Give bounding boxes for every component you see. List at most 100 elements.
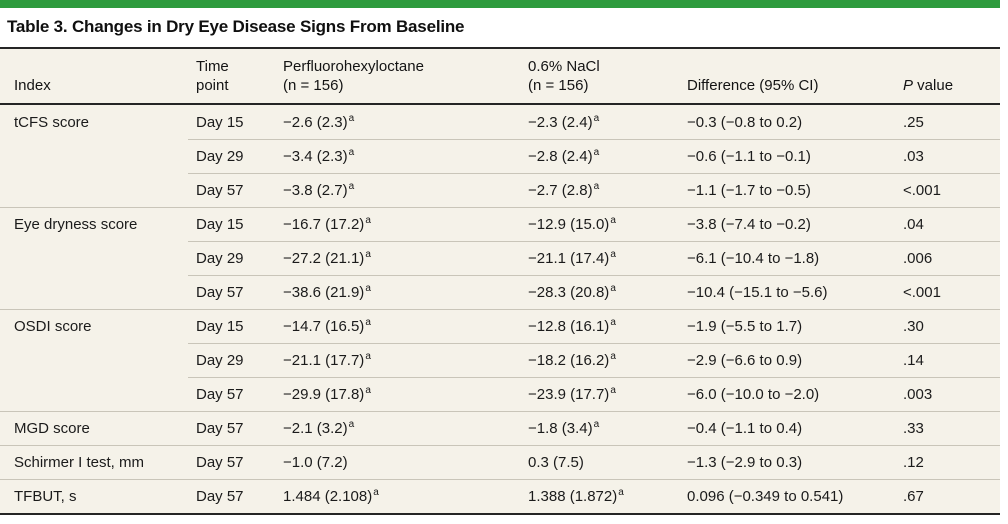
header-pfho-line1: Perfluorohexyloctane — [283, 58, 424, 75]
cell-pfho-value: −2.6 (2.3) — [283, 113, 348, 131]
footnote-marker: a — [610, 350, 616, 362]
table-body: tCFS score Day 15 −2.6 (2.3)a −2.3 (2.4)… — [0, 105, 1000, 513]
footnote-marker: a — [348, 146, 355, 158]
table-accent-bar — [0, 0, 1000, 8]
cell-difference: −1.1 (−1.7 to −0.5) — [687, 181, 811, 199]
cell-pfho-value: 1.484 (2.108) — [283, 487, 373, 505]
cell-index: MGD score — [14, 419, 90, 437]
cell-nacl-value: −12.8 (16.1) — [528, 317, 610, 335]
header-time-line2: point — [196, 77, 229, 94]
cell-pfho-value: −16.7 (17.2) — [283, 215, 365, 233]
header-index-label: Index — [14, 77, 51, 94]
cell-pfho-value: −29.9 (17.8) — [283, 385, 365, 403]
cell-nacl: 1.388 (1.872)a — [528, 486, 687, 505]
header-pfho-line2: (n = 156) — [283, 77, 344, 94]
cell-index: OSDI score — [14, 317, 92, 335]
cell-pfho: 1.484 (2.108)a — [283, 486, 528, 505]
cell-pfho-value: −3.4 (2.3) — [283, 147, 348, 165]
cell-difference: −1.3 (−2.9 to 0.3) — [687, 453, 803, 471]
table-row: Day 57 −3.8 (2.7)a −2.7 (2.8)a −1.1 (−1.… — [0, 173, 1000, 207]
cell-p-value: .12 — [903, 453, 924, 471]
cell-nacl: −23.9 (17.7)a — [528, 384, 687, 403]
cell-nacl-value: 0.3 (7.5) — [528, 453, 584, 471]
footnote-marker: a — [593, 146, 600, 158]
p-rest: value — [913, 77, 954, 94]
cell-p-value: .67 — [903, 487, 924, 505]
cell-nacl-value: −1.8 (3.4) — [528, 419, 593, 437]
footnote-marker: a — [365, 282, 371, 294]
table-row: Day 29 −3.4 (2.3)a −2.8 (2.4)a −0.6 (−1.… — [0, 139, 1000, 173]
dry-eye-signs-table: Index Time point Perfluorohexyloctane (n =… — [0, 47, 1000, 515]
cell-nacl: −28.3 (20.8)a — [528, 282, 687, 301]
footnote-marker: a — [610, 248, 616, 260]
cell-pfho: −27.2 (21.1)a — [283, 248, 528, 267]
cell-pfho-value: −1.0 (7.2) — [283, 453, 348, 471]
cell-time-point: Day 15 — [196, 215, 244, 233]
cell-time-point: Day 15 — [196, 113, 244, 131]
cell-difference: −10.4 (−15.1 to −5.6) — [687, 283, 828, 301]
cell-nacl-value: −12.9 (15.0) — [528, 215, 610, 233]
cell-pfho-value: −3.8 (2.7) — [283, 181, 348, 199]
cell-time-point: Day 57 — [196, 487, 244, 505]
table-row: tCFS score Day 15 −2.6 (2.3)a −2.3 (2.4)… — [0, 105, 1000, 139]
cell-difference: −6.0 (−10.0 to −2.0) — [687, 385, 820, 403]
cell-p-value: .03 — [903, 147, 924, 165]
cell-nacl-value: −2.7 (2.8) — [528, 181, 593, 199]
footnote-marker: a — [593, 418, 600, 430]
cell-index: tCFS score — [14, 113, 90, 131]
cell-difference: −0.3 (−0.8 to 0.2) — [687, 113, 803, 131]
cell-p-value: .30 — [903, 317, 924, 335]
cell-index: Schirmer I test, mm — [14, 453, 145, 471]
header-p-value-label: P value — [903, 76, 1000, 95]
cell-time-point: Day 57 — [196, 283, 244, 301]
table-row: Schirmer I test, mm Day 57 −1.0 (7.2) 0.… — [0, 445, 1000, 479]
cell-time-point: Day 57 — [196, 385, 244, 403]
cell-pfho: −38.6 (21.9)a — [283, 282, 528, 301]
table-row: Day 57 −38.6 (21.9)a −28.3 (20.8)a −10.4… — [0, 275, 1000, 309]
cell-pfho: −3.8 (2.7)a — [283, 180, 528, 199]
footnote-marker: a — [348, 180, 355, 192]
footnote-marker: a — [593, 112, 600, 124]
cell-pfho: −16.7 (17.2)a — [283, 215, 528, 233]
footnote-marker: a — [610, 282, 616, 294]
header-nacl: 0.6% NaCl (n = 156) — [528, 57, 687, 95]
cell-difference: −2.9 (−6.6 to 0.9) — [687, 351, 803, 369]
cell-pfho: −14.7 (16.5)a — [283, 317, 528, 335]
footnote-marker: a — [365, 384, 371, 396]
cell-pfho-value: −38.6 (21.9) — [283, 283, 365, 301]
footnote-marker: a — [593, 180, 600, 192]
cell-nacl-value: −21.1 (17.4) — [528, 249, 610, 267]
cell-nacl-value: −2.8 (2.4) — [528, 147, 593, 165]
table-row: Day 29 −21.1 (17.7)a −18.2 (16.2)a −2.9 … — [0, 343, 1000, 377]
header-perfluorohexyloctane: Perfluorohexyloctane (n = 156) — [283, 57, 528, 95]
cell-nacl-value: −28.3 (20.8) — [528, 283, 610, 301]
footnote-marker: a — [610, 384, 616, 396]
cell-index: TFBUT, s — [14, 487, 77, 505]
footnote-marker: a — [373, 486, 379, 498]
cell-nacl: −1.8 (3.4)a — [528, 418, 687, 437]
footnote-marker: a — [618, 486, 624, 498]
cell-nacl: 0.3 (7.5) — [528, 454, 687, 471]
cell-pfho: −21.1 (17.7)a — [283, 351, 528, 369]
cell-difference: −0.4 (−1.1 to 0.4) — [687, 419, 803, 437]
table-row: Day 29 −27.2 (21.1)a −21.1 (17.4)a −6.1 … — [0, 241, 1000, 275]
cell-pfho: −2.1 (3.2)a — [283, 419, 528, 437]
cell-pfho-value: −14.7 (16.5) — [283, 317, 365, 335]
cell-time-point: Day 57 — [196, 181, 244, 199]
cell-difference: −3.8 (−7.4 to −0.2) — [687, 215, 811, 233]
cell-difference: 0.096 (−0.349 to 0.541) — [687, 487, 844, 505]
cell-pfho: −1.0 (7.2) — [283, 454, 528, 471]
cell-nacl-value: −23.9 (17.7) — [528, 385, 610, 403]
cell-p-value: <.001 — [903, 181, 941, 199]
footnote-marker: a — [365, 248, 371, 260]
cell-nacl: −12.9 (15.0)a — [528, 215, 687, 233]
cell-pfho-value: −2.1 (3.2) — [283, 419, 348, 437]
cell-difference: −1.9 (−5.5 to 1.7) — [687, 317, 803, 335]
header-time-line1: Time — [196, 58, 229, 75]
table-row: Eye dryness score Day 15 −16.7 (17.2)a −… — [0, 207, 1000, 241]
cell-pfho-value: −21.1 (17.7) — [283, 351, 365, 369]
cell-p-value: .33 — [903, 419, 924, 437]
table-row: Day 57 −29.9 (17.8)a −23.9 (17.7)a −6.0 … — [0, 377, 1000, 411]
table-row: MGD score Day 57 −2.1 (3.2)a −1.8 (3.4)a… — [0, 411, 1000, 445]
cell-time-point: Day 15 — [196, 317, 244, 335]
